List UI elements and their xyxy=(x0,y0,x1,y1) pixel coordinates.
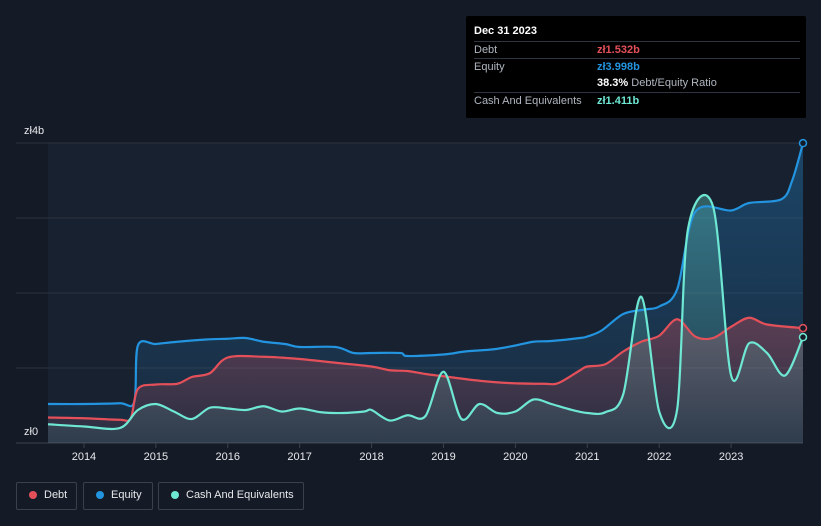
tooltip-panel: Dec 31 2023 Debt zł1.532b Equity zł3.998… xyxy=(466,16,806,118)
x-tick-label: 2023 xyxy=(719,451,743,463)
tooltip-row-cash: Cash And Equivalents zł1.411b xyxy=(474,92,800,110)
x-tick-label: 2017 xyxy=(287,451,311,463)
series-endpoint-equity xyxy=(798,138,808,148)
x-tick-label: 2018 xyxy=(359,451,383,463)
tooltip-ratio: 38.3% Debt/Equity Ratio xyxy=(597,77,717,89)
tooltip-equity-label: Equity xyxy=(474,61,505,73)
x-axis-ticks: 2014 2015 2016 2017 2018 2019 2020 2021 2022 2023 xyxy=(72,443,743,463)
tooltip-date: Dec 31 2023 xyxy=(474,25,537,37)
tooltip-cash-value: zł1.411b xyxy=(597,95,640,107)
legend-cash-label: Cash And Equivalents xyxy=(186,489,294,501)
legend-equity-label: Equity xyxy=(111,489,142,501)
tooltip-ratio-value: 38.3% xyxy=(597,77,629,89)
chart-lines xyxy=(47,142,805,431)
x-tick-label: 2015 xyxy=(144,451,168,463)
x-tick-label: 2019 xyxy=(431,451,455,463)
legend-item-equity[interactable]: Equity xyxy=(83,482,153,510)
y-axis-bottom-label: zł0 xyxy=(24,426,38,438)
tooltip-row-equity: Equity zł3.998b xyxy=(474,58,800,76)
tooltip-debt-label: Debt xyxy=(474,44,498,56)
y-axis-top-label: zł4b xyxy=(24,125,44,137)
legend-cash-dot xyxy=(171,491,179,499)
x-tick-label: 2014 xyxy=(72,451,96,463)
tooltip-row-debt: Debt zł1.532b xyxy=(474,41,800,59)
chart-endpoints xyxy=(798,138,808,342)
x-tick-label: 2021 xyxy=(575,451,599,463)
legend-debt-label: Debt xyxy=(44,489,68,501)
tooltip-ratio-label: Debt/Equity Ratio xyxy=(631,77,717,89)
x-tick-label: 2016 xyxy=(216,451,240,463)
series-area-cash-and-equivalents xyxy=(48,194,803,443)
legend-debt-dot xyxy=(29,491,37,499)
series-line-cash-and-equivalents xyxy=(47,193,805,431)
series-endpoint-cash-and-equivalents xyxy=(798,332,808,342)
tooltip-debt-value: zł1.532b xyxy=(597,44,640,56)
series-line-equity xyxy=(47,142,805,408)
legend-item-cash[interactable]: Cash And Equivalents xyxy=(158,482,304,510)
chart-areas xyxy=(48,143,803,443)
x-tick-label: 2020 xyxy=(503,451,527,463)
tooltip-row-ratio: 38.3% Debt/Equity Ratio xyxy=(474,75,800,92)
tooltip-equity-value: zł3.998b xyxy=(597,61,640,73)
tooltip-cash-label: Cash And Equivalents xyxy=(474,95,582,107)
series-endpoint-debt xyxy=(798,323,808,333)
legend-equity-dot xyxy=(96,491,104,499)
x-tick-label: 2022 xyxy=(647,451,671,463)
legend-item-debt[interactable]: Debt xyxy=(16,482,77,510)
